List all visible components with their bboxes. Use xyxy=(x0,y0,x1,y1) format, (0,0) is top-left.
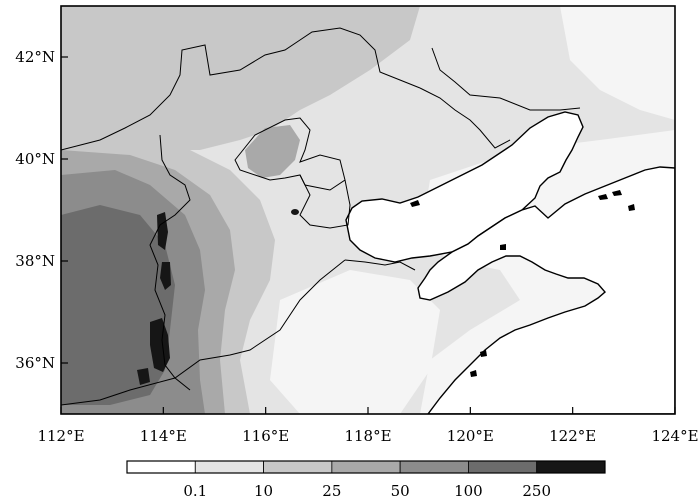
colorbar-swatch xyxy=(468,460,538,474)
boundary-liaoning-jilin xyxy=(431,47,581,111)
island-3 xyxy=(612,190,622,196)
colorbar: 0.1 10 25 50 100 250 xyxy=(126,460,606,500)
x-tick-label: 116°E xyxy=(242,427,289,445)
island-7 xyxy=(470,370,477,377)
island-2 xyxy=(598,194,608,200)
boundary-henan-shandong xyxy=(61,259,346,406)
colorbar-swatch xyxy=(263,460,333,474)
shade-zone-west-250 xyxy=(61,205,175,405)
colorbar-swatch xyxy=(126,460,196,474)
colorbar-swatch xyxy=(536,460,606,474)
yellow-sea xyxy=(417,166,675,414)
colorbar-label: 10 xyxy=(254,482,273,500)
boundary-beijing xyxy=(234,117,346,191)
colorbar-label: 0.1 xyxy=(183,482,207,500)
colorbar-label: 100 xyxy=(454,482,483,500)
map-panel xyxy=(61,6,675,414)
shade-zone-beijing xyxy=(245,125,300,178)
boundary-tianjin xyxy=(299,174,351,229)
shade-zone-ne-light xyxy=(560,6,675,120)
province-boundaries xyxy=(61,27,581,406)
island-5 xyxy=(500,244,506,250)
x-tick-label: 112°E xyxy=(37,427,84,445)
colorbar-frame xyxy=(126,460,606,474)
colorbar-label: 25 xyxy=(322,482,341,500)
boundary-shandong-hebei xyxy=(344,259,416,271)
x-tick-label: 118°E xyxy=(344,427,391,445)
y-tick-label: 38°N xyxy=(15,252,55,270)
colorbar-swatch xyxy=(194,460,264,474)
colorbar-label: 250 xyxy=(522,482,551,500)
shade-zone-south-light xyxy=(270,270,440,414)
colorbar-swatch xyxy=(331,460,401,474)
axis-ticks: 112°E 114°E 116°E 118°E 120°E 122°E 124°E 36°N 3… xyxy=(15,48,698,445)
bohai-sea xyxy=(345,111,584,263)
shade-core-3 xyxy=(160,262,171,290)
shade-core-4 xyxy=(137,368,150,385)
colorbar-label: 50 xyxy=(391,482,410,500)
boundary-hebei-shanxi xyxy=(61,27,421,151)
x-tick-label: 124°E xyxy=(651,427,698,445)
y-tick-label: 36°N xyxy=(15,354,55,372)
x-tick-label: 120°E xyxy=(447,427,494,445)
island-4 xyxy=(628,204,635,211)
x-tick-label: 122°E xyxy=(549,427,596,445)
y-tick-label: 42°N xyxy=(15,48,55,66)
shade-core-5 xyxy=(291,209,299,215)
colorbar-swatch xyxy=(399,460,469,474)
x-tick-label: 114°E xyxy=(140,427,187,445)
boundary-shanxi-hebei-south xyxy=(149,134,191,391)
y-tick-label: 40°N xyxy=(15,150,55,168)
island-1 xyxy=(410,200,420,207)
islands xyxy=(410,190,635,377)
island-6 xyxy=(480,350,487,357)
boundary-liaoning xyxy=(419,87,511,149)
shade-core-1 xyxy=(150,318,170,372)
